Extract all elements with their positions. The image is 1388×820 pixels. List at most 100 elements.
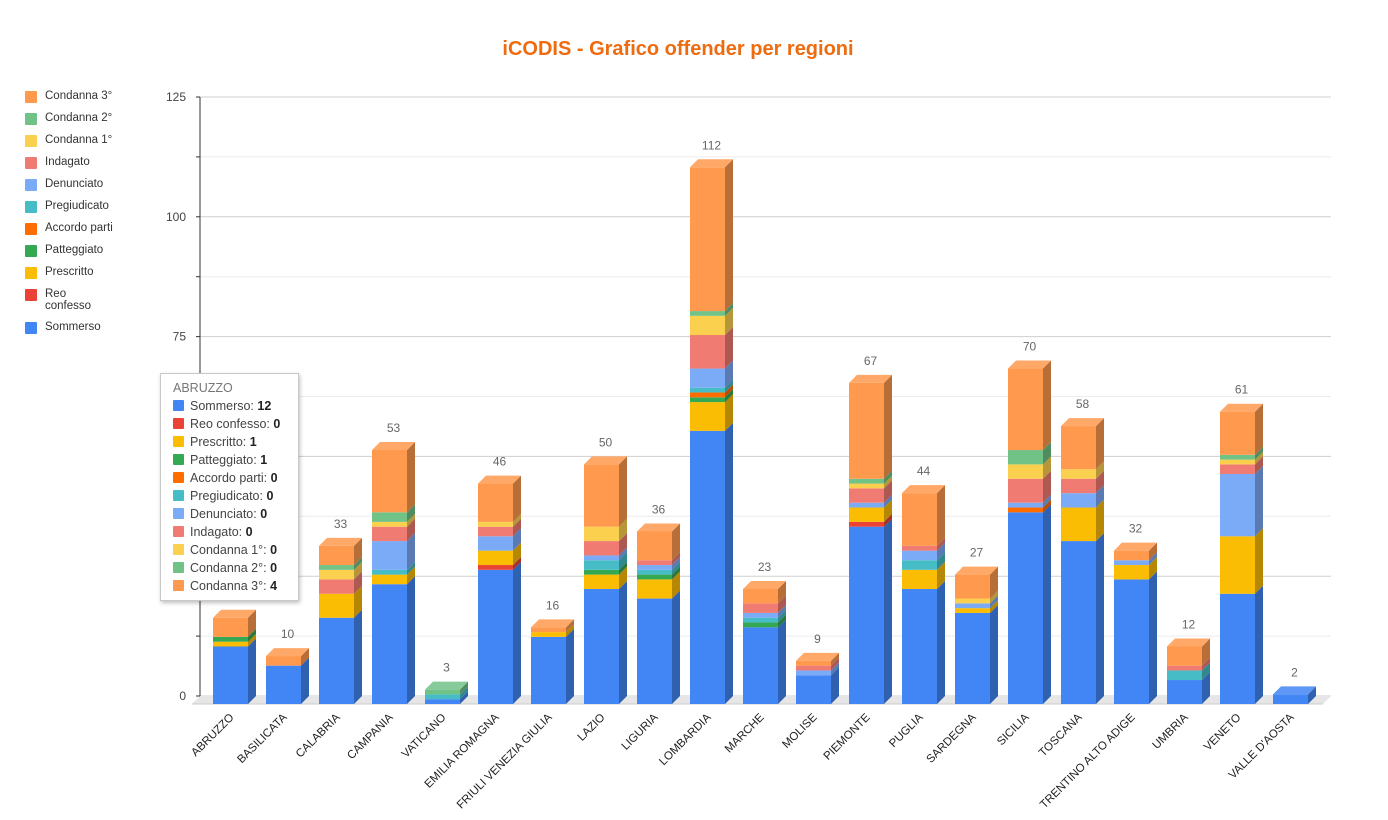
legend-swatch bbox=[25, 245, 37, 257]
tooltip-row-label: Reo confesso: bbox=[190, 417, 274, 431]
bar-segment bbox=[372, 512, 407, 522]
bar-segment-side bbox=[1202, 657, 1210, 671]
legend-item[interactable]: Reo confesso bbox=[24, 286, 144, 319]
tooltip-row: Patteggiato: 1 bbox=[173, 453, 267, 471]
legend-item[interactable]: Accordo parti bbox=[24, 220, 144, 242]
bar-segment bbox=[955, 608, 990, 613]
tooltip-row-value: 1 bbox=[260, 453, 268, 467]
bar-stack-lazio bbox=[584, 456, 627, 704]
bar-segment bbox=[425, 699, 460, 704]
legend-label: Patteggiato bbox=[45, 244, 104, 256]
bar-segment bbox=[372, 584, 407, 704]
bar-segment-side bbox=[884, 480, 892, 503]
bar-segment-side bbox=[884, 374, 892, 479]
legend-item[interactable]: Denunciato bbox=[24, 176, 144, 198]
bar-segment-side bbox=[513, 557, 521, 570]
bar-segment-side bbox=[407, 561, 415, 575]
bar-segment bbox=[213, 617, 248, 637]
tooltip-swatch bbox=[173, 580, 184, 591]
bar-segment bbox=[1008, 450, 1043, 465]
bar-stack-piemonte bbox=[849, 374, 892, 704]
bar-segment-side bbox=[619, 552, 627, 570]
x-tick-label: MOLISE bbox=[780, 711, 819, 750]
bar-segment bbox=[584, 574, 619, 589]
bar-segment-side bbox=[672, 566, 680, 580]
bar-segment bbox=[372, 574, 407, 585]
bar-segment-side bbox=[619, 561, 627, 575]
tooltip-row: Sommerso: 12 bbox=[173, 399, 271, 417]
bar-segment bbox=[1114, 565, 1149, 580]
tooltip-row-value: 0 bbox=[266, 489, 274, 503]
legend-item[interactable]: Indagato bbox=[24, 154, 144, 176]
bar-segment-side bbox=[619, 547, 627, 561]
bar-segment bbox=[319, 569, 354, 580]
bar-segment bbox=[478, 550, 513, 566]
bar-segment-side bbox=[1202, 638, 1210, 666]
legend-item[interactable]: Condanna 2° bbox=[24, 110, 144, 132]
bar-segment bbox=[584, 588, 619, 704]
legend-item[interactable]: Condanna 3° bbox=[24, 88, 144, 110]
bar-segment-side bbox=[513, 542, 521, 566]
bar-segment bbox=[478, 526, 513, 537]
x-tick-label: VENETO bbox=[1202, 712, 1244, 754]
tooltip-swatch bbox=[173, 418, 184, 429]
x-tick-label: VATICANO bbox=[400, 712, 449, 761]
y-tick-label: 125 bbox=[166, 90, 186, 104]
legend-label: Reo confesso bbox=[45, 288, 92, 312]
legend-item[interactable]: Condanna 1° bbox=[24, 132, 144, 154]
legend-item[interactable]: Pregiudicato bbox=[24, 198, 144, 220]
total-label: 23 bbox=[758, 560, 772, 574]
bar-segment bbox=[1061, 478, 1096, 494]
tooltip-row-label: Accordo parti: bbox=[190, 471, 271, 485]
bar-segment bbox=[796, 675, 831, 704]
bar-segment-side bbox=[1149, 557, 1157, 580]
bar-segment-side bbox=[725, 307, 733, 336]
bar-segment-side bbox=[619, 580, 627, 704]
bar-stack-puglia bbox=[902, 485, 945, 704]
y-tick-label: 100 bbox=[166, 210, 186, 224]
legend-swatch bbox=[25, 91, 37, 103]
bar-segment bbox=[372, 569, 407, 575]
bar-segment-side bbox=[778, 609, 786, 623]
bar-segment bbox=[955, 598, 990, 604]
bar-segment-side bbox=[248, 609, 256, 637]
bar-segment-side bbox=[619, 518, 627, 542]
legend-item[interactable]: Sommerso bbox=[24, 319, 144, 341]
bar-segment bbox=[796, 670, 831, 676]
bar-segment bbox=[1220, 459, 1255, 465]
bar-stack-liguria bbox=[637, 523, 680, 704]
bar-segment bbox=[690, 430, 725, 704]
bar-segment-side bbox=[672, 561, 680, 575]
bar-segment-side bbox=[248, 633, 256, 647]
bar-segment bbox=[213, 641, 248, 647]
bar-segment-side bbox=[354, 571, 362, 594]
bar-segment-side bbox=[725, 327, 733, 369]
bar-stack-sicilia bbox=[1008, 360, 1051, 704]
bar-segment-side bbox=[672, 552, 680, 566]
bar-segment bbox=[1008, 512, 1043, 704]
x-tick-label: TOSCANA bbox=[1037, 711, 1085, 759]
total-label: 112 bbox=[702, 138, 721, 152]
legend-label: Accordo parti bbox=[45, 222, 113, 234]
total-label: 32 bbox=[1129, 522, 1143, 536]
bar-segment-side bbox=[990, 600, 998, 613]
bar-segment bbox=[1061, 469, 1096, 479]
bar-top-face bbox=[902, 485, 945, 494]
x-tick-label: ABRUZZO bbox=[189, 712, 236, 759]
bar-top-face bbox=[1114, 542, 1157, 551]
bar-segment bbox=[690, 392, 725, 398]
tooltip-row-value: 0 bbox=[273, 417, 281, 431]
bar-segment-side bbox=[1149, 571, 1157, 704]
tooltip-swatch bbox=[173, 490, 184, 501]
bar-segment bbox=[319, 593, 354, 618]
legend-swatch bbox=[25, 267, 37, 279]
bar-top-face bbox=[849, 374, 892, 383]
bar-segment bbox=[637, 565, 672, 570]
bar-top-face bbox=[213, 609, 256, 618]
bar-segment-side bbox=[1149, 542, 1157, 561]
legend-item[interactable]: Patteggiato bbox=[24, 242, 144, 264]
bar-segment bbox=[1114, 579, 1149, 704]
bar-segment-side bbox=[884, 475, 892, 489]
legend-item[interactable]: Prescritto bbox=[24, 264, 144, 286]
bar-stack-sardegna bbox=[955, 566, 998, 704]
